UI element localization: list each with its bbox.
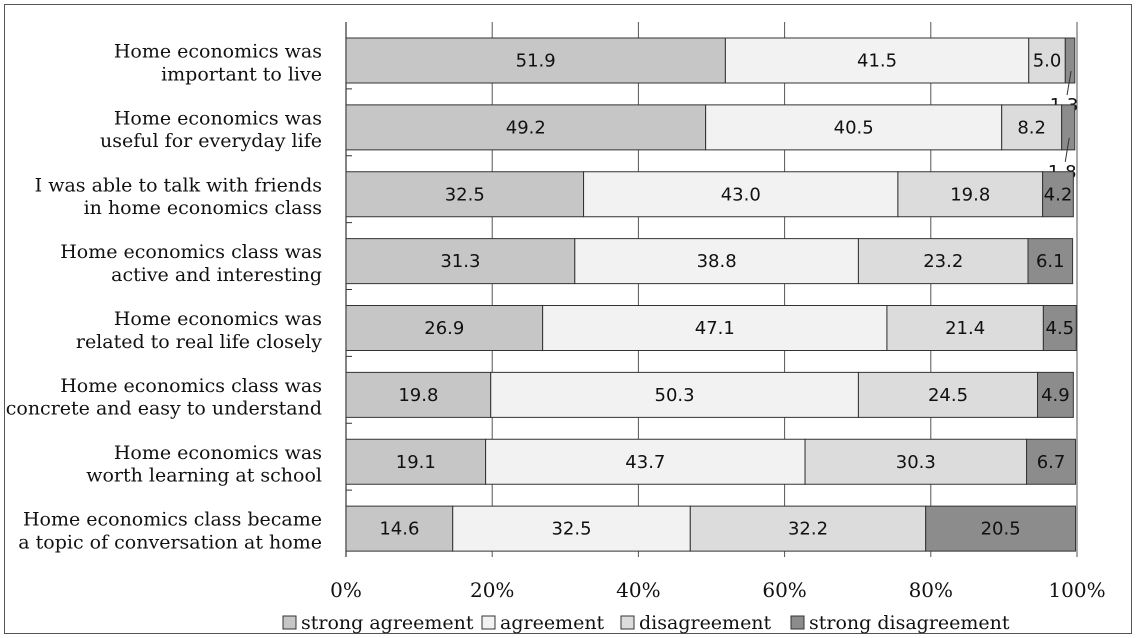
legend-label: agreement: [500, 612, 605, 634]
legend-swatch: [283, 616, 296, 629]
x-tick-label: 60%: [762, 578, 806, 602]
category-label: Home economics was related to real life c…: [76, 308, 322, 353]
value-label: 4.2: [1044, 184, 1073, 205]
value-label: 30.3: [896, 452, 936, 473]
value-label: 47.1: [695, 318, 735, 339]
category-label: Home economics class was concrete and eas…: [6, 375, 322, 420]
legend-label: strong disagreement: [809, 612, 1010, 634]
x-tick-label: 0%: [330, 578, 362, 602]
value-label: 23.2: [923, 251, 963, 272]
x-tick-label: 20%: [470, 578, 514, 602]
value-label: 19.1: [396, 452, 436, 473]
value-label: 51.9: [516, 51, 556, 72]
category-label: Home economics was worth learning at scho…: [86, 442, 322, 487]
value-label: 6.1: [1036, 251, 1065, 272]
value-label: 8.2: [1017, 117, 1046, 138]
value-label: 26.9: [424, 318, 464, 339]
value-label: 19.8: [950, 184, 990, 205]
category-label: Home economics was useful for everyday li…: [100, 107, 322, 152]
value-label: 4.5: [1046, 318, 1075, 339]
value-label: 40.5: [834, 117, 874, 138]
category-label: Home economics was important to live: [114, 41, 322, 86]
value-label: 20.5: [981, 519, 1021, 540]
legend-swatch: [791, 616, 804, 629]
value-label: 21.4: [945, 318, 985, 339]
value-label: 43.7: [625, 452, 665, 473]
x-tick-label: 100%: [1048, 578, 1105, 602]
legend-swatch: [621, 616, 634, 629]
value-label: 24.5: [928, 385, 968, 406]
value-label: 14.6: [379, 519, 419, 540]
value-label: 38.8: [697, 251, 737, 272]
value-label: 50.3: [655, 385, 695, 406]
x-tick-label: 80%: [909, 578, 953, 602]
value-label: 5.0: [1033, 51, 1062, 72]
legend-label: strong agreement: [301, 612, 474, 634]
value-label: 19.8: [398, 385, 438, 406]
value-label: 32.5: [551, 519, 591, 540]
value-label: 41.5: [857, 51, 897, 72]
value-label: 49.2: [506, 117, 546, 138]
value-label: 31.3: [440, 251, 480, 272]
value-label: 4.9: [1041, 385, 1070, 406]
value-label: 6.7: [1037, 452, 1066, 473]
category-label: Home economics class became a topic of co…: [18, 509, 322, 554]
value-label: 32.5: [445, 184, 485, 205]
category-label: I was able to talk with friends in home e…: [35, 174, 322, 219]
category-label: Home economics class was active and inter…: [60, 241, 322, 286]
legend-swatch: [482, 616, 495, 629]
value-label: 43.0: [721, 184, 761, 205]
legend-label: disagreement: [639, 612, 772, 634]
x-tick-label: 40%: [616, 578, 660, 602]
value-label: 32.2: [788, 519, 828, 540]
